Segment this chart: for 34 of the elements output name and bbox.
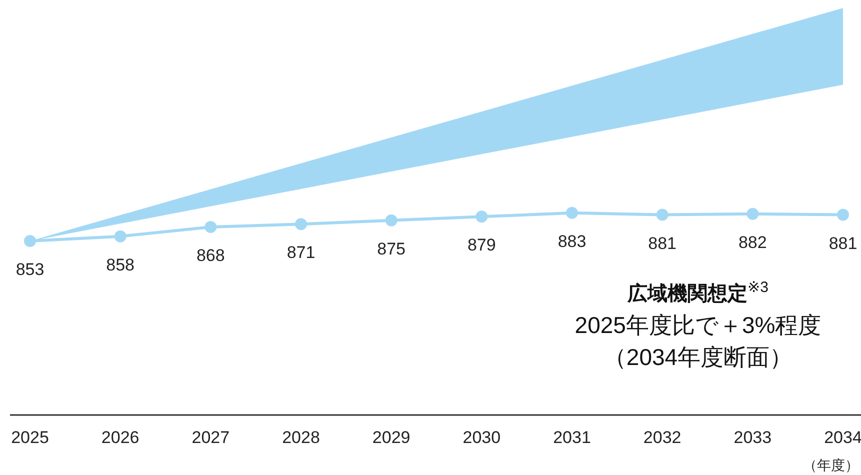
data-label: 882: [738, 232, 767, 252]
annotation: 2025年度比で＋3%程度: [574, 312, 822, 338]
x-tick-label: 2034: [824, 428, 861, 447]
point: [114, 230, 126, 242]
data-label: 883: [558, 232, 586, 251]
data-label: 875: [377, 239, 406, 258]
point: [385, 214, 398, 226]
data-label: 879: [467, 236, 496, 255]
annotation: （2034年度断面）: [603, 344, 793, 370]
data-label: 853: [16, 260, 44, 279]
x-tick-label: 2026: [101, 428, 140, 447]
annotation: 広域機関想定$^{※3}$: [626, 278, 768, 305]
point: [656, 208, 668, 221]
point: [566, 206, 578, 219]
x-tick-label: 2030: [462, 428, 501, 447]
point: [204, 220, 217, 233]
x-axis-title: （年度）: [803, 457, 859, 473]
x-tick-label: 2033: [734, 428, 772, 447]
data-label: 881: [828, 234, 858, 253]
x-tick-label: 2027: [192, 428, 230, 447]
data-label: 881: [648, 234, 677, 253]
point: [295, 218, 307, 230]
point: [746, 208, 759, 220]
x-tick-label: 2031: [553, 428, 591, 447]
x-tick-label: 2032: [643, 428, 682, 447]
x-tick-label: 2025: [11, 428, 49, 447]
point: [476, 210, 488, 223]
point: [24, 235, 36, 247]
data-label: 858: [106, 255, 135, 274]
point: [837, 208, 849, 221]
data-label: 868: [196, 246, 225, 265]
x-tick-label: 2029: [372, 428, 410, 447]
x-tick-label: 2028: [282, 428, 320, 447]
data-label: 871: [286, 243, 316, 262]
